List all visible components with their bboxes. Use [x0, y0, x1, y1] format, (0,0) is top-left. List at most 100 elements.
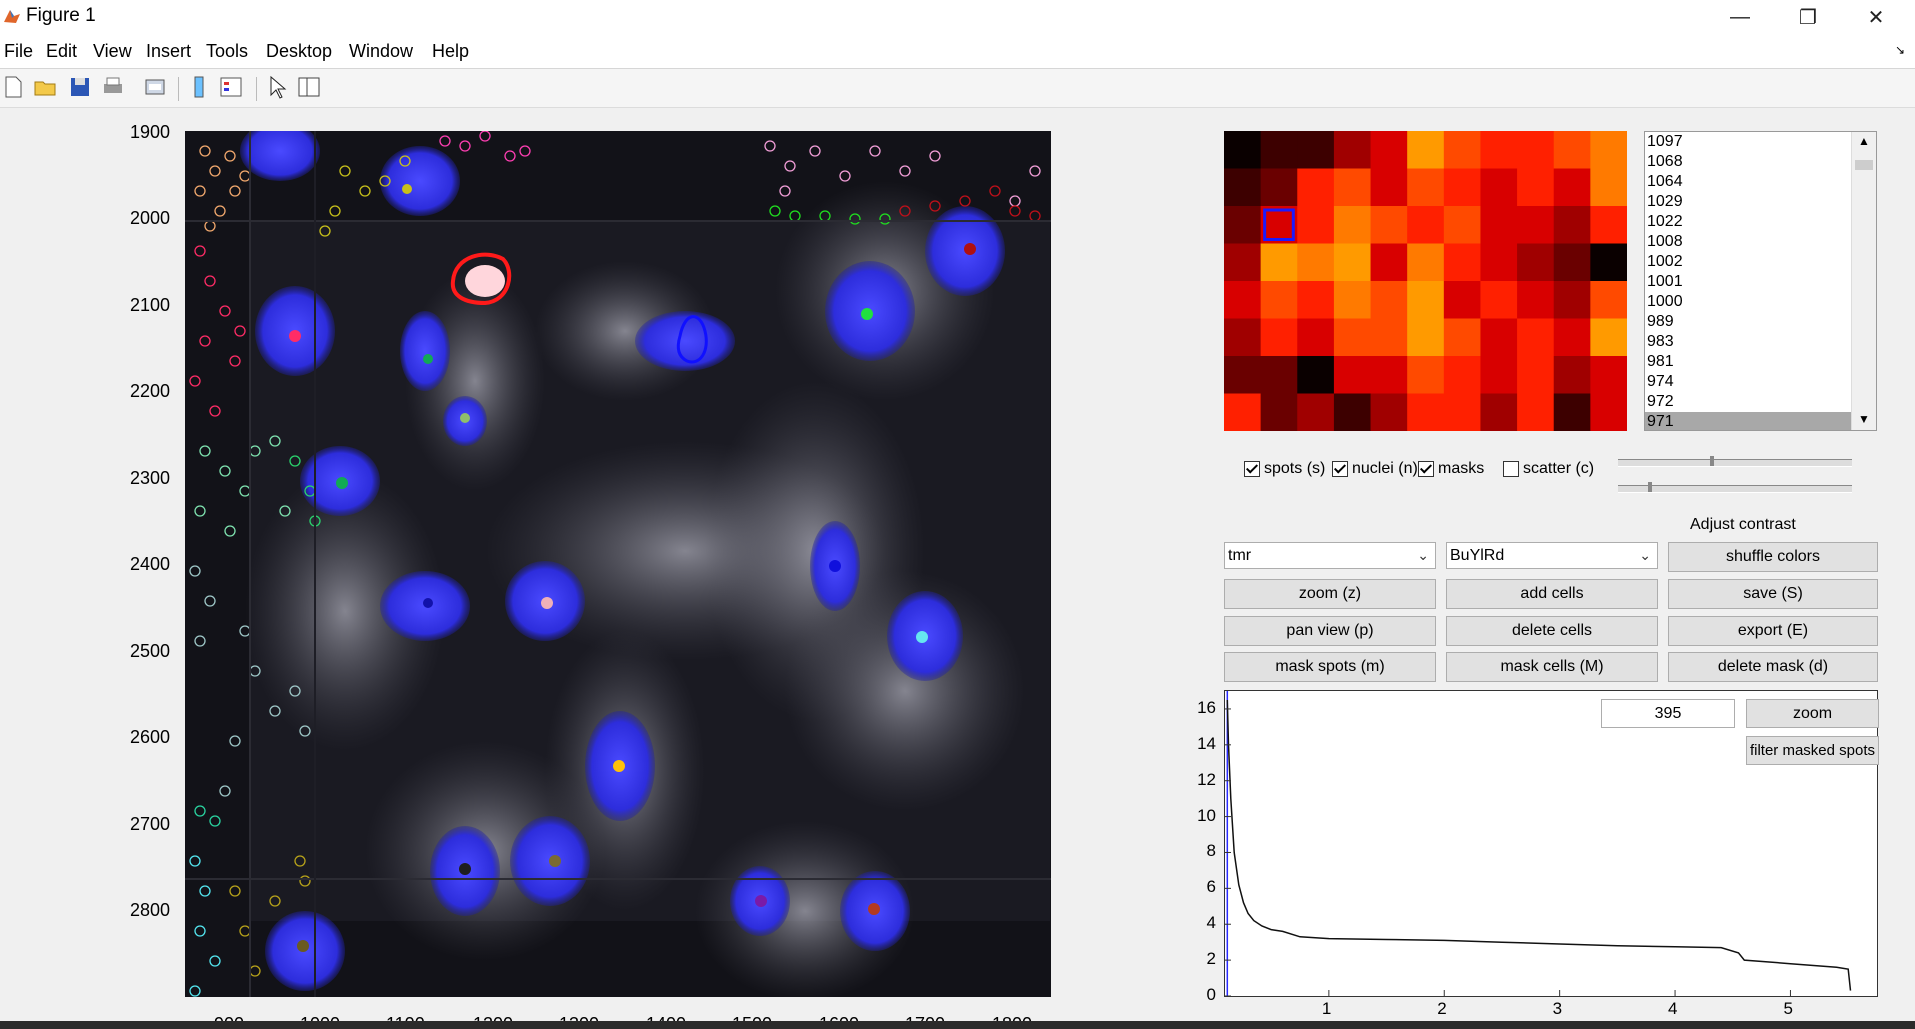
heatmap-cell[interactable]	[1407, 168, 1445, 207]
heatmap-cell[interactable]	[1370, 243, 1408, 282]
heatmap-cell[interactable]	[1333, 281, 1372, 319]
list-item[interactable]: 981	[1647, 353, 1674, 370]
intensity-heatmap[interactable]	[1224, 131, 1628, 432]
save-icon[interactable]	[67, 74, 93, 100]
heatmap-cell[interactable]	[1370, 131, 1408, 169]
heatmap-cell[interactable]	[1224, 243, 1262, 282]
menu-insert[interactable]: Insert	[146, 41, 192, 61]
checkbox-box[interactable]	[1332, 461, 1348, 477]
heatmap-cell[interactable]	[1370, 356, 1408, 394]
print-icon[interactable]	[100, 74, 126, 100]
heatmap-cell[interactable]	[1260, 131, 1298, 169]
list-item[interactable]: 983	[1647, 333, 1674, 350]
heatmap-cell[interactable]	[1407, 206, 1445, 244]
heatmap-cell[interactable]	[1297, 168, 1335, 207]
checkbox-box[interactable]	[1503, 461, 1519, 477]
heatmap-cell[interactable]	[1443, 206, 1481, 244]
heatmap-cell[interactable]	[1260, 393, 1298, 432]
minimize-button[interactable]: —	[1730, 5, 1750, 28]
zoom-button[interactable]: zoom (z)	[1224, 579, 1436, 609]
menu-file[interactable]: File	[4, 41, 34, 61]
heatmap-cell[interactable]	[1517, 356, 1555, 394]
save-button[interactable]: save (S)	[1668, 579, 1878, 609]
list-item[interactable]: 1008	[1647, 233, 1683, 250]
heatmap-cell[interactable]	[1224, 318, 1262, 357]
heatmap-cell[interactable]	[1517, 281, 1555, 319]
heatmap-cell[interactable]	[1590, 131, 1628, 169]
export-button[interactable]: export (E)	[1668, 616, 1878, 646]
heatmap-cell[interactable]	[1297, 131, 1335, 169]
list-item-selected[interactable]: 971	[1645, 412, 1876, 430]
open-folder-icon[interactable]	[32, 74, 58, 100]
heatmap-cell[interactable]	[1407, 243, 1445, 282]
spots-checkbox[interactable]: spots (s)	[1244, 460, 1325, 478]
heatmap-cell[interactable]	[1590, 318, 1628, 357]
slider-thumb[interactable]	[1710, 456, 1714, 466]
pointer-icon[interactable]	[264, 74, 290, 100]
heatmap-cell[interactable]	[1553, 356, 1591, 394]
heatmap-cell[interactable]	[1333, 243, 1372, 282]
checkbox-box[interactable]	[1418, 461, 1434, 477]
heatmap-cell[interactable]	[1553, 131, 1591, 169]
heatmap-cell[interactable]	[1370, 393, 1408, 432]
heatmap-cell[interactable]	[1517, 206, 1555, 244]
close-button[interactable]: ✕	[1867, 6, 1885, 29]
mask-cells-button[interactable]: mask cells (M)	[1446, 652, 1658, 682]
slider-thumb[interactable]	[1648, 482, 1652, 492]
restore-button[interactable]: ❐	[1799, 6, 1817, 29]
colorbar-icon[interactable]	[186, 74, 212, 100]
heatmap-cell[interactable]	[1224, 356, 1262, 394]
heatmap-cell[interactable]	[1480, 206, 1518, 244]
checkbox-box[interactable]	[1244, 461, 1260, 477]
scatter-checkbox[interactable]: scatter (c)	[1503, 460, 1594, 478]
heatmap-cell[interactable]	[1590, 281, 1628, 319]
heatmap-cell[interactable]	[1480, 281, 1518, 319]
list-item[interactable]: 1029	[1647, 193, 1683, 210]
heatmap-cell[interactable]	[1333, 318, 1372, 357]
masks-checkbox[interactable]: masks	[1418, 460, 1484, 478]
heatmap-cell[interactable]	[1517, 243, 1555, 282]
heatmap-cell[interactable]	[1297, 243, 1335, 282]
heatmap-cell[interactable]	[1443, 393, 1481, 432]
heatmap-cell[interactable]	[1224, 131, 1262, 169]
heatmap-cell[interactable]	[1370, 318, 1408, 357]
heatmap-grid[interactable]	[1224, 131, 1628, 432]
heatmap-cell[interactable]	[1260, 281, 1298, 319]
add-cells-button[interactable]: add cells	[1446, 579, 1658, 609]
shuffle-colors-button[interactable]: shuffle colors	[1668, 542, 1878, 572]
heatmap-cell[interactable]	[1260, 356, 1298, 394]
heatmap-cell[interactable]	[1260, 168, 1298, 207]
heatmap-cell[interactable]	[1553, 206, 1591, 244]
contrast-slider-high[interactable]	[1618, 482, 1852, 493]
heatmap-cell[interactable]	[1297, 281, 1335, 319]
heatmap-cell[interactable]	[1407, 393, 1445, 432]
list-item[interactable]: 1064	[1647, 173, 1683, 190]
heatmap-cell[interactable]	[1224, 281, 1262, 319]
heatmap-cell[interactable]	[1260, 206, 1298, 244]
list-item[interactable]: 974	[1647, 373, 1674, 390]
heatmap-cell[interactable]	[1407, 131, 1445, 169]
heatmap-cell[interactable]	[1443, 318, 1481, 357]
mask-spots-button[interactable]: mask spots (m)	[1224, 652, 1436, 682]
filter-masked-spots-button[interactable]: filter masked spots	[1746, 736, 1879, 765]
heatmap-cell[interactable]	[1370, 281, 1408, 319]
menu-help[interactable]: Help	[432, 41, 470, 61]
heatmap-cell[interactable]	[1224, 393, 1262, 432]
heatmap-cell[interactable]	[1333, 168, 1372, 207]
contrast-slider-low[interactable]	[1618, 456, 1852, 467]
heatmap-cell[interactable]	[1553, 393, 1591, 432]
heatmap-cell[interactable]	[1370, 206, 1408, 244]
heatmap-cell[interactable]	[1590, 206, 1628, 244]
heatmap-cell[interactable]	[1517, 393, 1555, 432]
colormap-select[interactable]: BuYlRd ⌄	[1446, 542, 1658, 569]
delete-cells-button[interactable]: delete cells	[1446, 616, 1658, 646]
heatmap-cell[interactable]	[1297, 393, 1335, 432]
heatmap-cell[interactable]	[1260, 318, 1298, 357]
legend-icon[interactable]	[218, 74, 244, 100]
heatmap-cell[interactable]	[1333, 356, 1372, 394]
delete-mask-button[interactable]: delete mask (d)	[1668, 652, 1878, 682]
list-item[interactable]: 1002	[1647, 253, 1683, 270]
heatmap-cell[interactable]	[1443, 243, 1481, 282]
heatmap-cell[interactable]	[1553, 168, 1591, 207]
heatmap-cell[interactable]	[1590, 356, 1628, 394]
